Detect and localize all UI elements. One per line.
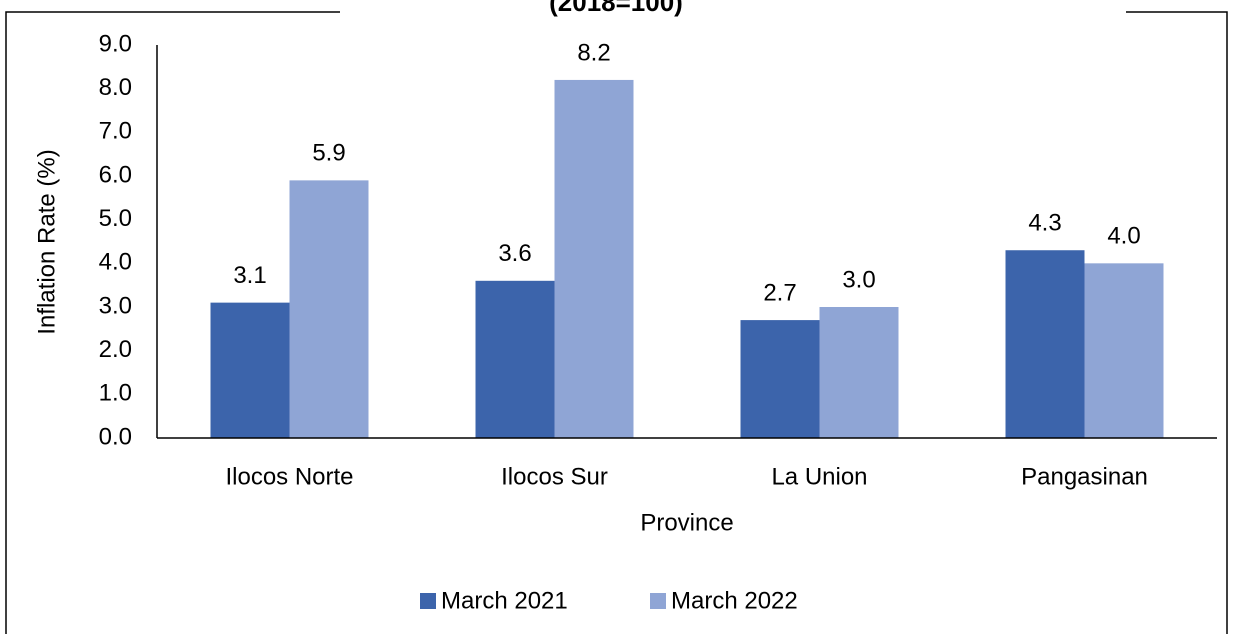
bar — [210, 302, 290, 438]
legend-swatch — [650, 593, 666, 609]
y-tick-label: 8.0 — [99, 74, 132, 101]
legend-label: March 2022 — [671, 587, 798, 614]
y-axis-label: Inflation Rate (%) — [33, 149, 60, 334]
chart-title: (2018=100) — [549, 0, 683, 17]
y-tick-label: 2.0 — [99, 336, 132, 363]
bar — [1005, 250, 1085, 438]
data-label: 3.1 — [233, 262, 266, 289]
y-tick-label: 0.0 — [99, 423, 132, 450]
y-tick-label: 5.0 — [99, 205, 132, 232]
y-tick-label: 9.0 — [99, 30, 132, 57]
bar — [740, 320, 820, 438]
data-label: 2.7 — [763, 279, 796, 306]
y-tick-label: 7.0 — [99, 118, 132, 145]
data-label: 4.0 — [1107, 223, 1140, 250]
y-tick-label: 6.0 — [99, 161, 132, 188]
y-tick-label: 4.0 — [99, 249, 132, 276]
bar — [819, 307, 899, 438]
legend-swatch — [420, 593, 436, 609]
legend-label: March 2021 — [441, 587, 568, 614]
x-axis-label: Province — [640, 509, 733, 536]
data-label: 3.0 — [842, 266, 875, 293]
x-tick-label: Ilocos Sur — [501, 463, 608, 490]
bar — [1084, 263, 1164, 438]
y-tick-label: 3.0 — [99, 292, 132, 319]
data-label: 8.2 — [577, 39, 610, 66]
data-label: 5.9 — [312, 140, 345, 167]
bar — [475, 280, 555, 438]
bar — [289, 180, 369, 438]
data-label: 4.3 — [1028, 210, 1061, 237]
y-tick-label: 1.0 — [99, 380, 132, 407]
x-tick-label: Pangasinan — [1021, 463, 1148, 490]
x-tick-label: Ilocos Norte — [225, 463, 353, 490]
x-tick-label: La Union — [771, 463, 867, 490]
bar — [554, 79, 634, 438]
data-label: 3.6 — [498, 240, 531, 267]
chart-frame — [5, 11, 1228, 634]
